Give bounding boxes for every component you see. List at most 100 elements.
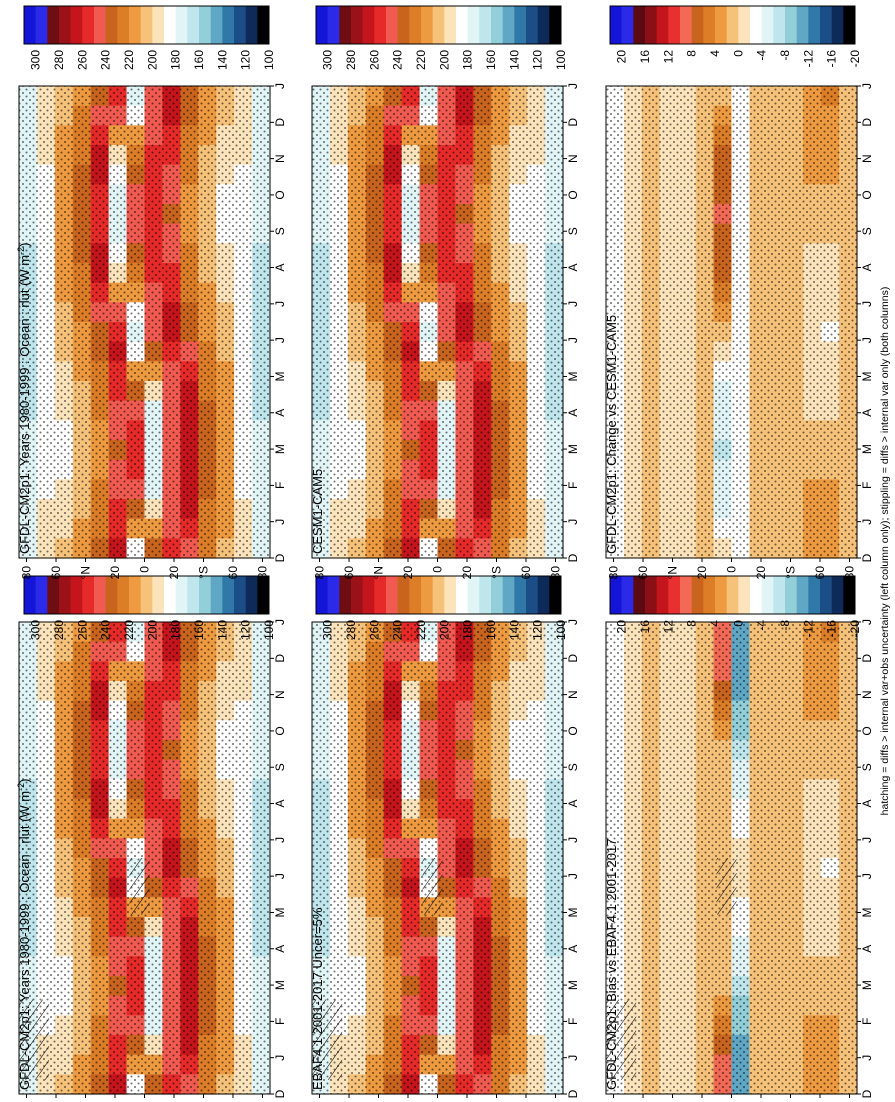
x-tick-label: A [860,409,874,417]
x-tick-label: S [860,227,874,235]
colorbar-swatch [339,576,352,614]
colorbar-tick-label: 280 [52,50,66,70]
colorbar-swatch [621,576,634,614]
colorbar-swatch [502,6,515,44]
colorbar-swatch [479,6,492,44]
y-tick-label: 20 [108,566,122,580]
colorbar-swatch [362,576,375,614]
colorbar-swatch [444,6,457,44]
colorbar-swatch [187,6,200,44]
x-tick-label: J [273,1055,287,1061]
colorbar-swatch [785,576,797,614]
colorbar-tick-label: 260 [367,620,381,640]
colorbar-tick-label: 280 [344,50,358,70]
x-tick-label: A [566,264,580,272]
colorbar-frame [609,575,856,615]
colorbar-tick-label: 100 [554,50,568,70]
x-tick-label: A [860,945,874,953]
colorbar-swatch [633,576,646,614]
colorbar-tick-label: -16 [825,620,839,638]
colorbar-swatch [656,576,669,614]
colorbar-swatch [234,576,246,614]
x-tick-label: A [566,945,580,953]
colorbar-tick-label: 260 [75,620,89,640]
colorbar-tick-label: 140 [215,620,229,640]
colorbar: 20 16 12 8 4 0 -4 -8 -12 -16 -20 [609,5,862,67]
colorbar-tick-label: 16 [638,50,652,64]
colorbar-swatch [94,6,106,44]
colorbar-tick-label: 120 [239,50,253,70]
panel-title: CESM1-CAM5 [310,469,325,554]
colorbar-frame [609,5,856,45]
colorbar-tick-label: -8 [778,50,792,61]
colorbar-swatch [514,576,527,614]
x-tick-label: O [860,726,874,735]
colorbar-swatch [761,6,774,44]
colorbar-swatch [152,6,165,44]
x-tick-label: J [860,301,874,307]
colorbar-swatch [785,6,797,44]
chart-panel-6: D J F M A M J J A S O N D J 80 60 °N 20 0 20 °S 60 80 GFDL-CM2p… [604,83,874,579]
title-superscript: -2 [16,783,26,791]
colorbar-swatch [47,576,60,614]
colorbar-swatch [24,6,36,44]
y-tick-label: 80 [255,566,269,580]
x-tick-label: S [273,763,287,771]
colorbar-swatch [444,576,457,614]
colorbar-swatch [750,576,762,614]
colorbar-swatch [645,576,657,614]
x-tick-label: M [860,444,874,454]
x-tick-label: S [860,763,874,771]
y-tick-label: 20 [695,566,709,580]
colorbar-swatch [59,576,71,614]
x-tick-label: M [273,371,287,381]
colorbar: 300 280 260 240 220 200 180 160 140 120 100 [23,5,276,70]
x-tick-label: J [860,873,874,879]
x-tick-label: N [566,690,580,699]
colorbar-tick-label: -12 [801,620,815,638]
colorbar-tick-label: 240 [99,50,113,70]
colorbar-swatch [432,576,445,614]
colorbar-tick-label: 220 [122,620,136,640]
colorbar-tick-label: 300 [29,620,43,640]
y-tick-label: 60 [226,566,240,580]
colorbar-tick-label: 220 [122,50,136,70]
x-tick-label: A [273,800,287,808]
x-tick-label: D [566,118,580,127]
colorbar-swatch [808,6,821,44]
x-tick-label: J [273,873,287,879]
x-tick-label: J [566,619,580,625]
x-tick-label: M [273,980,287,990]
x-tick-label: O [566,190,580,199]
colorbar-tick-label: 240 [391,620,405,640]
x-tick-label: A [860,800,874,808]
colorbar-swatch [374,6,387,44]
colorbar-swatch [680,576,692,614]
colorbar-tick-label: 280 [52,620,66,640]
x-tick-label: O [273,726,287,735]
colorbar-swatch [327,576,340,614]
colorbar-tick-label: 300 [29,50,43,70]
colorbar-swatch [514,6,527,44]
colorbar-swatch [105,576,118,614]
y-tick-label: 0 [138,566,152,573]
x-tick-label: D [566,654,580,663]
colorbar-tick-label: 100 [262,50,276,70]
colorbar-swatch [750,6,762,44]
figure-footnote: hatching = diffs > internal var+obs unce… [879,287,891,816]
colorbar-swatch [831,576,844,614]
colorbar-swatch [397,6,410,44]
y-tick-label: 0 [725,566,739,573]
colorbar-swatch [59,6,71,44]
y-tick-label: 20 [167,566,181,580]
x-tick-label: N [273,154,287,163]
x-tick-label: J [566,873,580,879]
colorbar-tick-label: 140 [507,620,521,640]
colorbar-tick-label: -4 [755,50,769,61]
panel-title: GFDL-CM2p1: Years 1980-1999 : Ocean : rl… [16,779,32,1091]
colorbar-tick-label: 200 [437,620,451,640]
x-tick-label: F [566,482,580,489]
y-tick-label: 20 [460,566,474,580]
colorbar-swatch [421,576,433,614]
colorbar-swatch [456,576,468,614]
